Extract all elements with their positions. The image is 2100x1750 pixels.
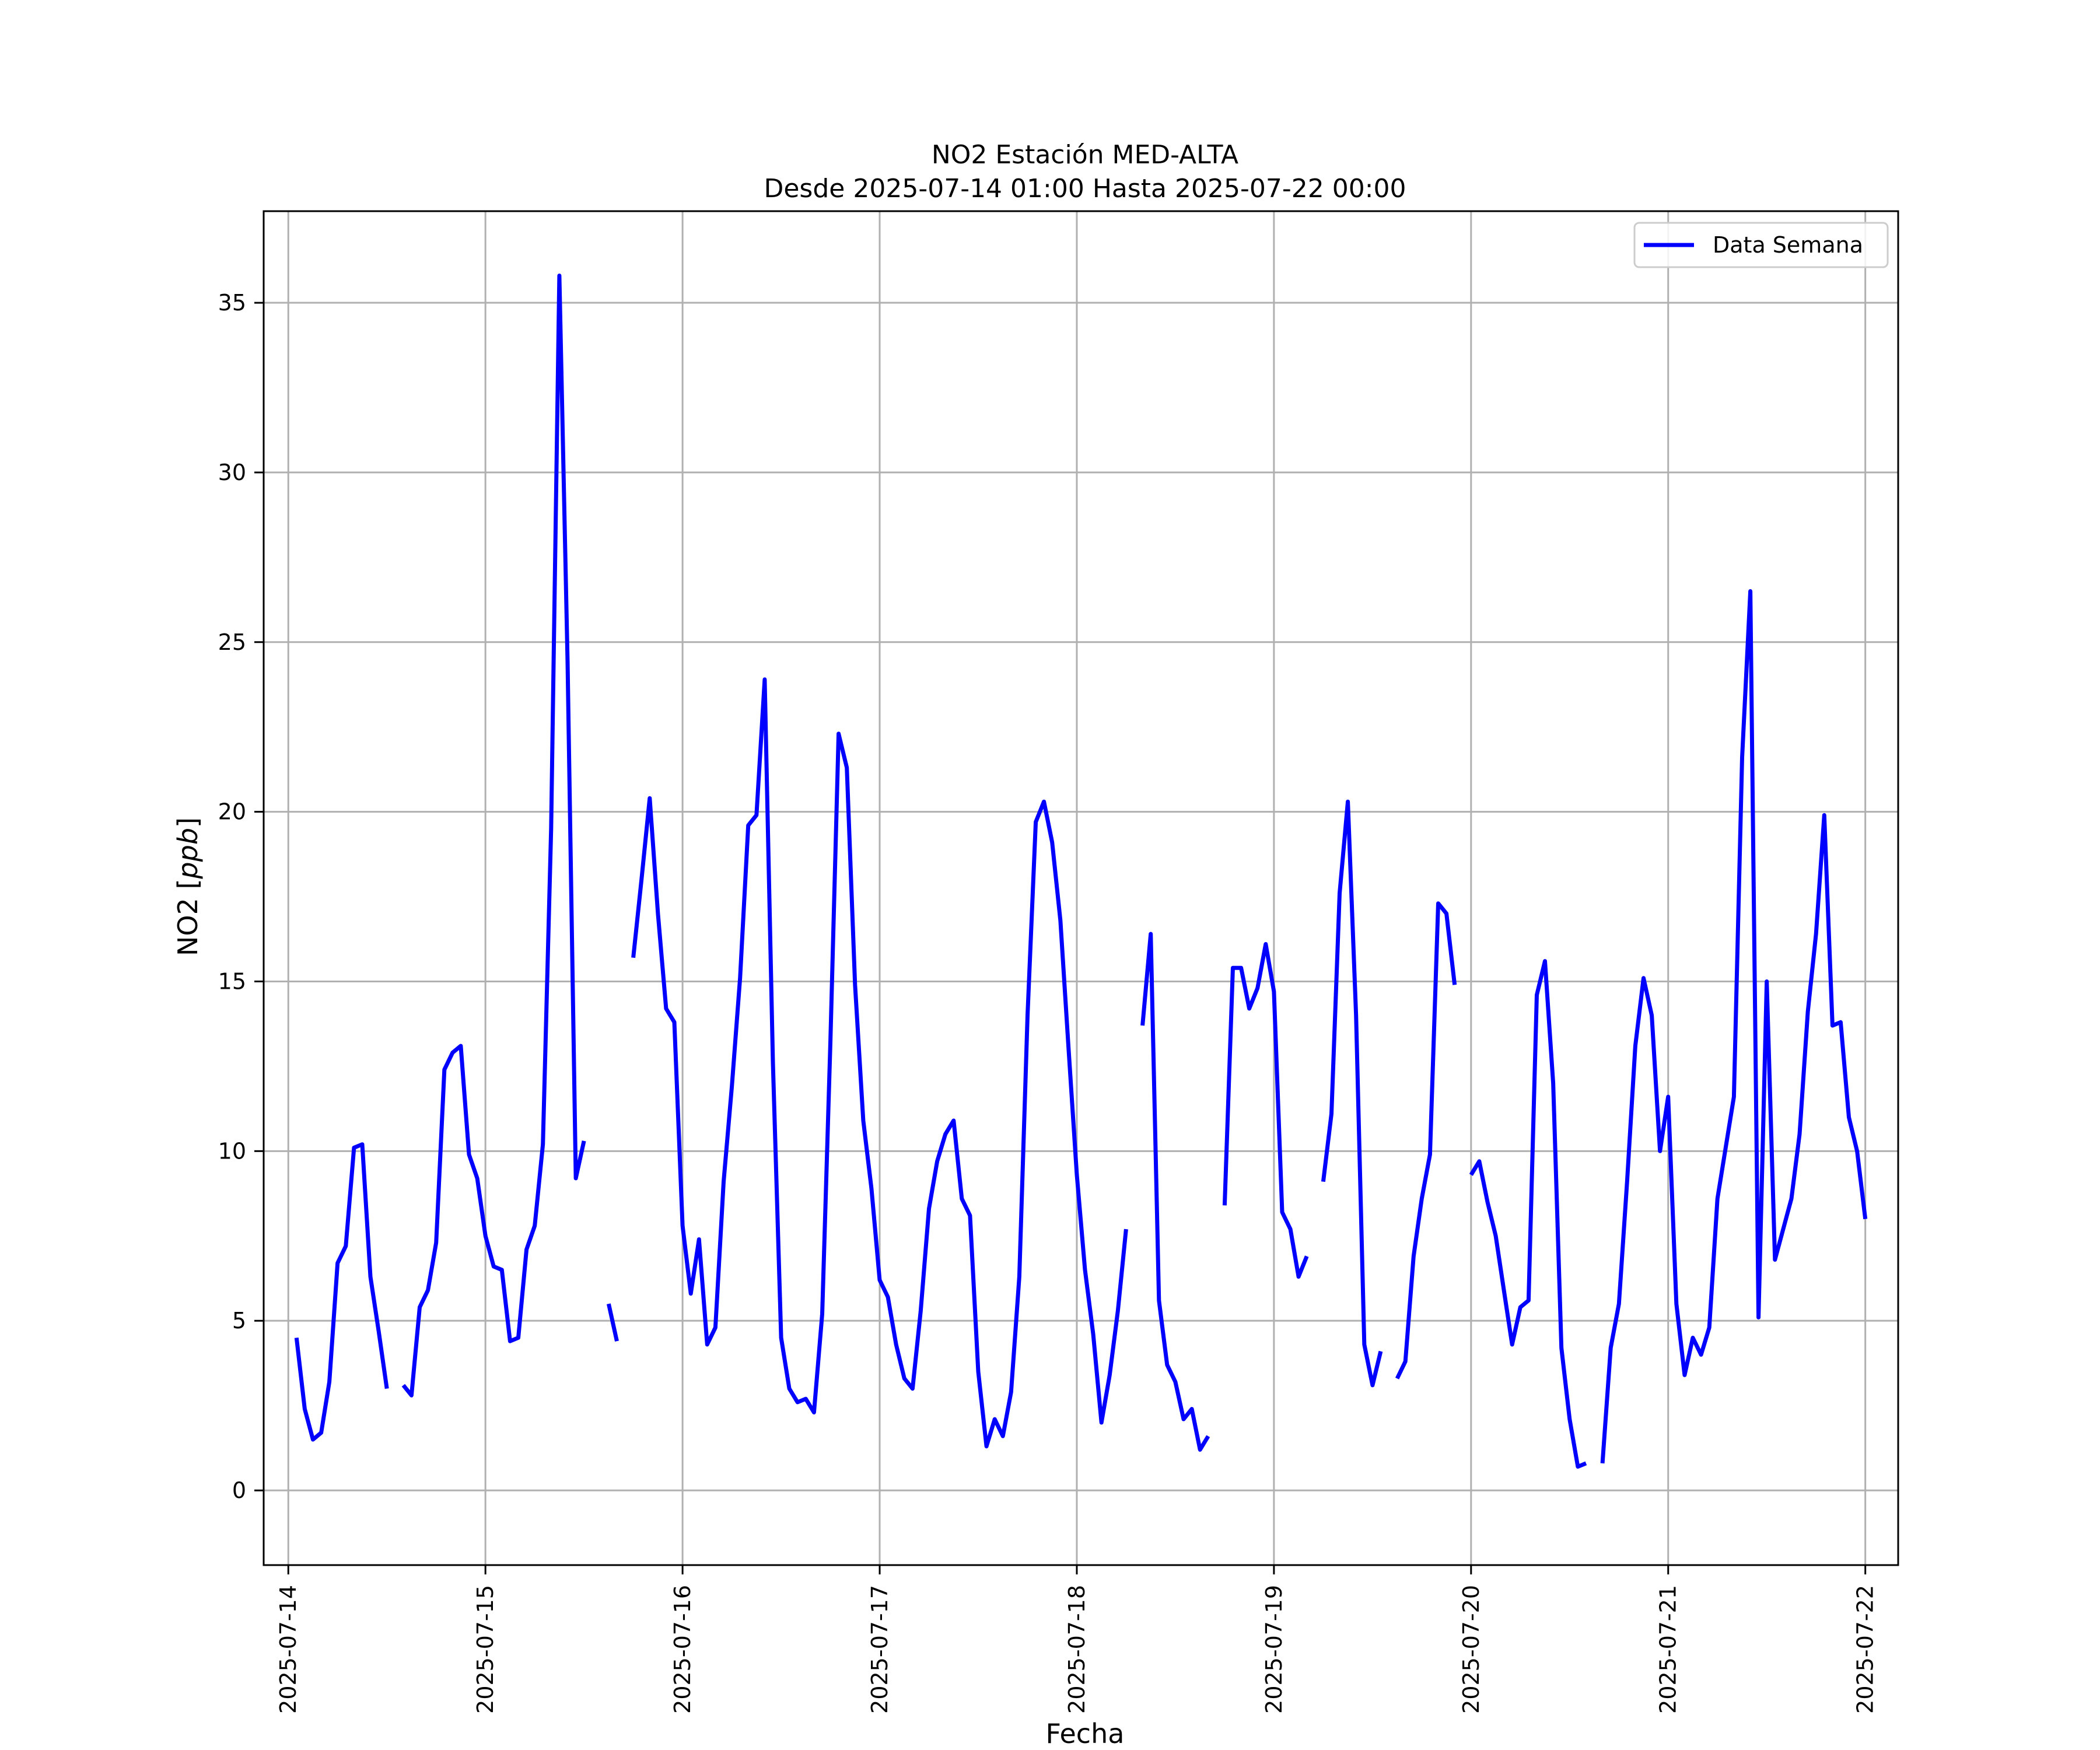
x-tick-label: 2025-07-20 — [1458, 1585, 1484, 1714]
series-line-segment — [1321, 799, 1383, 1388]
x-tick-label: 2025-07-17 — [867, 1585, 892, 1714]
chart-subtitle: Desde 2025-07-14 01:00 Hasta 2025-07-22 … — [764, 174, 1406, 204]
x-tick-label: 2025-07-21 — [1656, 1585, 1681, 1714]
x-tick-label: 2025-07-14 — [275, 1585, 301, 1714]
y-tick-label: 30 — [218, 460, 246, 485]
x-axis-ticks: 2025-07-14 2025-07-15 2025-07-16 2025-07-17… — [275, 1565, 1878, 1714]
x-tick-label: 2025-07-18 — [1064, 1585, 1090, 1714]
series-line-segment — [1222, 942, 1309, 1279]
plot-frame — [262, 210, 1899, 1566]
x-axis-label: Fecha — [1046, 1718, 1125, 1749]
legend: Data Semana — [1633, 222, 1889, 268]
y-tick-label: 25 — [218, 629, 246, 655]
y-tick-label: 35 — [218, 290, 246, 316]
y-tick-label: 20 — [218, 799, 246, 825]
series-line-segment — [294, 1142, 389, 1442]
series-lines — [294, 274, 1868, 1469]
y-axis-label-end: ] — [172, 817, 204, 828]
y-tick-label: 15 — [218, 968, 246, 994]
y-tick-label: 10 — [218, 1138, 246, 1164]
series-line-segment — [631, 677, 1128, 1448]
y-axis-label-unit: ppb — [172, 828, 204, 880]
y-axis-ticks: 0 5 10 15 20 25 30 35 — [218, 290, 264, 1503]
legend-label-data-semana: Data Semana — [1713, 232, 1863, 258]
series-line-segment — [606, 1303, 619, 1342]
y-tick-label: 0 — [232, 1478, 246, 1503]
x-tick-label: 2025-07-19 — [1261, 1585, 1287, 1714]
y-gridlines — [264, 302, 1898, 1492]
series-line-segment — [1600, 589, 1868, 1464]
chart-title: NO2 Estación MED-ALTA — [932, 140, 1238, 170]
y-axis-label: NO2 [ppb] — [172, 817, 204, 956]
x-gridlines — [287, 211, 1867, 1565]
y-tick-label: 5 — [232, 1308, 246, 1334]
x-tick-label: 2025-07-15 — [473, 1585, 498, 1714]
series-line-segment — [1395, 901, 1457, 1380]
x-tick-label: 2025-07-22 — [1853, 1585, 1878, 1714]
series-line-segment — [401, 274, 586, 1398]
series-line-segment — [1140, 932, 1210, 1452]
x-tick-label: 2025-07-16 — [670, 1585, 695, 1714]
series-line-segment — [1469, 959, 1587, 1469]
legend-box — [1633, 222, 1889, 268]
y-axis-label-main: NO2 [ — [172, 879, 204, 956]
